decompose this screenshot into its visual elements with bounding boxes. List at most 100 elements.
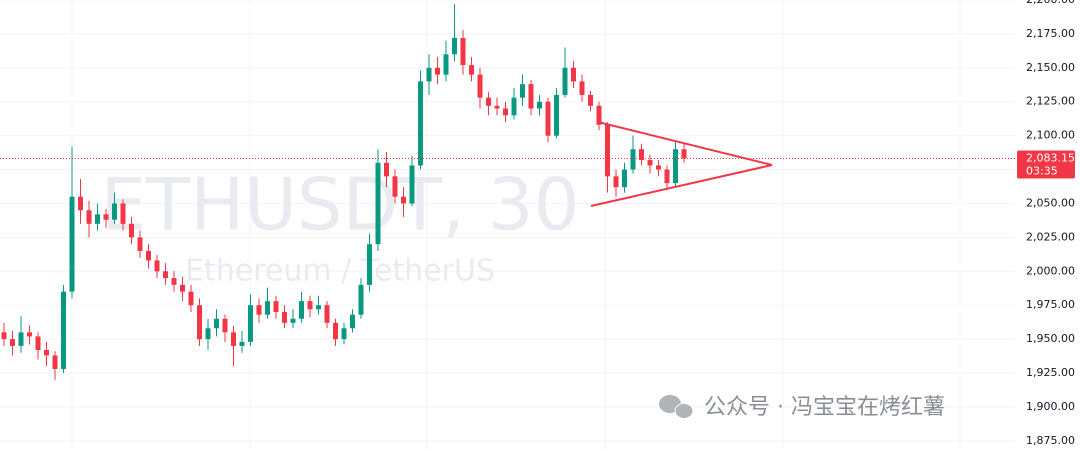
candle-body bbox=[528, 84, 534, 109]
candle-body bbox=[18, 332, 24, 346]
candle-body bbox=[435, 67, 440, 75]
candle-body bbox=[613, 176, 619, 188]
candle-body bbox=[35, 336, 41, 350]
candle-body bbox=[316, 305, 321, 310]
candle-body bbox=[1, 332, 7, 340]
candle-body bbox=[205, 328, 211, 340]
candle-body bbox=[418, 81, 423, 166]
candle-body bbox=[273, 301, 279, 312]
candle-body bbox=[384, 162, 389, 177]
candle-body bbox=[664, 169, 670, 184]
price-label: 2,083.15 bbox=[1026, 152, 1075, 165]
candle-body bbox=[375, 162, 381, 245]
candle-body bbox=[324, 305, 330, 323]
candle-body bbox=[120, 203, 126, 224]
candle-body bbox=[180, 284, 185, 292]
wechat-icon bbox=[674, 403, 694, 419]
candle-body bbox=[129, 223, 134, 238]
candle-body bbox=[579, 81, 585, 95]
candle-body bbox=[197, 305, 202, 340]
candle-body bbox=[494, 105, 500, 109]
y-tick-label: 2,125.00 bbox=[1026, 95, 1075, 108]
candle-body bbox=[639, 149, 644, 161]
candle-body bbox=[426, 67, 432, 82]
candle-body bbox=[596, 105, 602, 125]
candle-body bbox=[171, 278, 177, 285]
candle-body bbox=[554, 94, 559, 136]
candle-body bbox=[44, 349, 49, 356]
candle-body bbox=[409, 165, 415, 204]
y-tick-label: 1,975.00 bbox=[1026, 298, 1075, 311]
candle-body bbox=[452, 37, 457, 55]
candle-body bbox=[367, 244, 372, 285]
candle-body bbox=[214, 318, 219, 329]
y-tick-label: 1,925.00 bbox=[1026, 366, 1075, 379]
y-tick-label: 1,875.00 bbox=[1026, 434, 1075, 447]
candle-body bbox=[656, 165, 661, 170]
candle-body bbox=[443, 54, 449, 75]
candle-body bbox=[647, 160, 653, 166]
y-tick-label: 2,025.00 bbox=[1026, 230, 1075, 243]
candle-body bbox=[95, 214, 100, 224]
candle-body bbox=[299, 301, 304, 319]
candle-body bbox=[231, 332, 236, 346]
y-tick-label: 2,050.00 bbox=[1026, 196, 1075, 209]
candle-body bbox=[69, 196, 75, 292]
triangle-drawing bbox=[590, 121, 773, 207]
candle-body bbox=[520, 84, 525, 98]
candle-body bbox=[545, 101, 551, 136]
candle-body bbox=[392, 176, 398, 197]
candle-body bbox=[350, 314, 355, 329]
candle-body bbox=[401, 196, 406, 204]
watermark-subtitle: Ethereum / TetherUS bbox=[185, 254, 495, 289]
watermark-title: ETHUSDT, 30 bbox=[101, 163, 580, 247]
candle-body bbox=[112, 203, 117, 220]
y-tick-label: 2,150.00 bbox=[1026, 61, 1075, 74]
candle-body bbox=[256, 305, 262, 315]
y-tick-label: 2,100.00 bbox=[1026, 129, 1075, 142]
countdown: 03:35 bbox=[1026, 165, 1058, 178]
candle-body bbox=[154, 260, 160, 272]
y-tick-label: 2,175.00 bbox=[1026, 27, 1075, 40]
candle-body bbox=[188, 291, 194, 306]
candle-body bbox=[673, 149, 678, 184]
candle-body bbox=[460, 37, 466, 66]
candle-body bbox=[146, 250, 151, 261]
candle-body bbox=[10, 339, 15, 346]
price-label-box bbox=[1017, 150, 1075, 179]
candle-body bbox=[137, 237, 143, 251]
candle-body bbox=[605, 124, 610, 177]
candle-body bbox=[469, 65, 474, 75]
candle-body bbox=[248, 305, 253, 342]
y-tick-label: 2,200.00 bbox=[1026, 0, 1075, 6]
candle-body bbox=[333, 322, 338, 340]
candle-body bbox=[239, 341, 245, 346]
candle-body bbox=[486, 97, 491, 106]
candle-body bbox=[52, 355, 58, 369]
candle-body bbox=[630, 149, 636, 170]
candle-body bbox=[307, 301, 313, 310]
candle-body bbox=[571, 67, 576, 82]
candle-body bbox=[61, 291, 66, 369]
y-tick-label: 2,000.00 bbox=[1026, 264, 1075, 277]
candle-body bbox=[537, 101, 542, 109]
candle-body bbox=[341, 328, 347, 340]
footer-text: 公众号 · 冯宝宝在烤红薯 bbox=[704, 395, 945, 420]
y-tick-label: 1,950.00 bbox=[1026, 332, 1075, 345]
candle-body bbox=[282, 311, 287, 323]
candle-body bbox=[511, 97, 517, 116]
candle-body bbox=[103, 214, 109, 220]
candle-body bbox=[163, 271, 168, 279]
candle-body bbox=[681, 149, 687, 159]
candle-body bbox=[503, 108, 508, 116]
candle-body bbox=[78, 196, 83, 211]
footer-watermark: 公众号 · 冯宝宝在烤红薯 bbox=[659, 395, 945, 420]
candle-body bbox=[358, 284, 364, 315]
candle-body bbox=[562, 67, 568, 95]
candle-body bbox=[588, 94, 593, 106]
candle-body bbox=[622, 169, 627, 188]
candle-body bbox=[222, 318, 228, 333]
candle-body bbox=[86, 210, 92, 224]
y-tick-label: 1,900.00 bbox=[1026, 400, 1075, 413]
